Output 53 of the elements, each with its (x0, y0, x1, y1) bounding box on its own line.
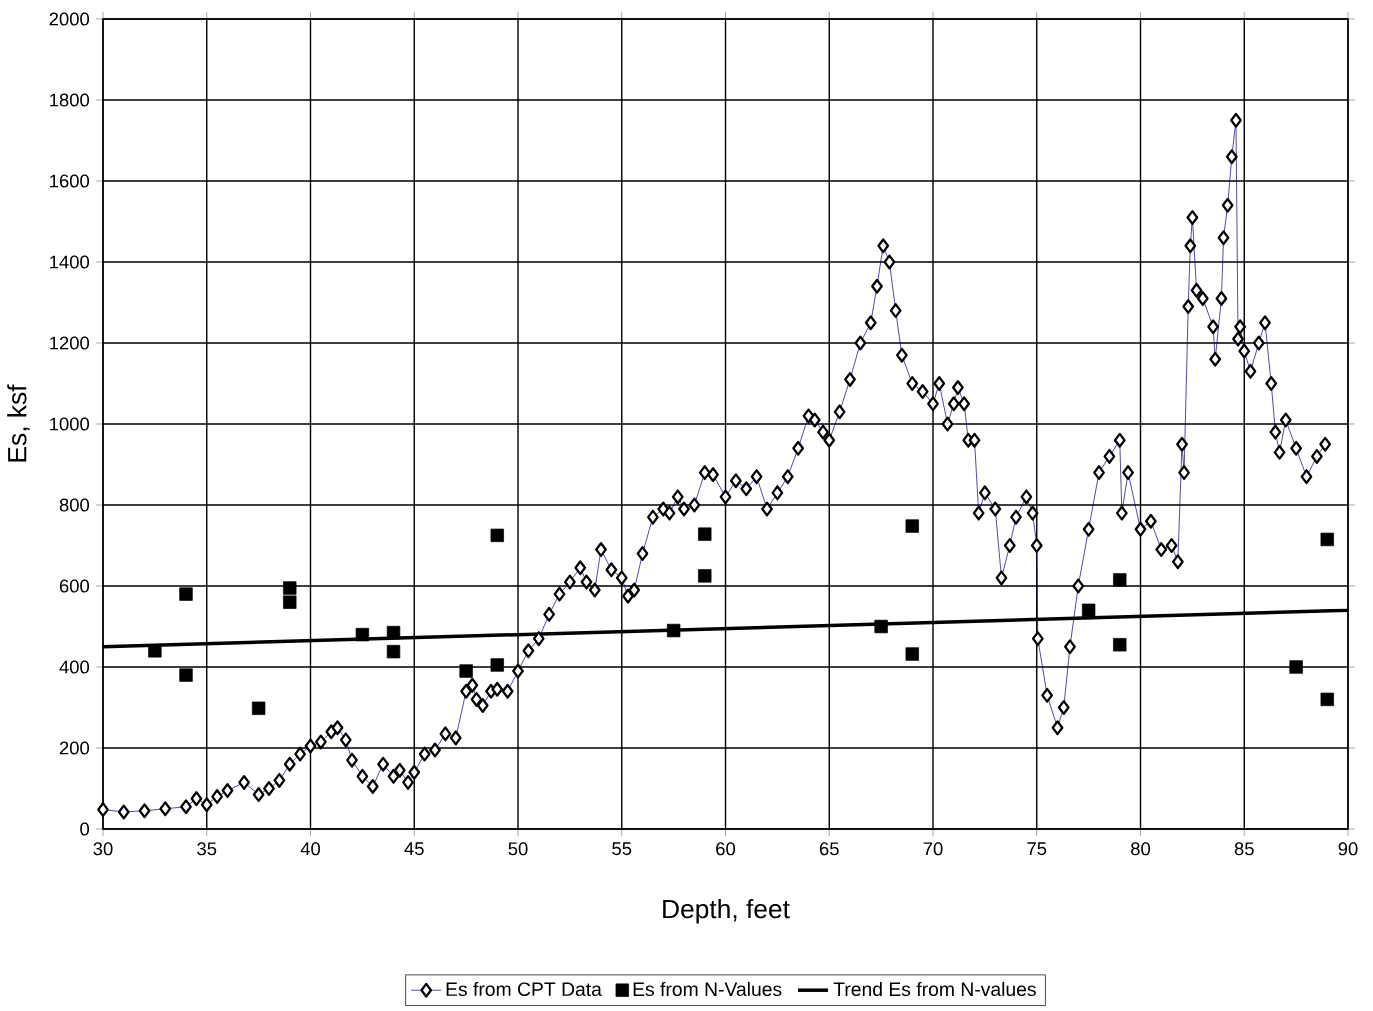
point (251, 701, 266, 715)
x-tick-label: 80 (1131, 842, 1151, 856)
point (386, 644, 401, 659)
y-tick-label: 1600 (50, 174, 90, 188)
x-tick-label: 55 (612, 842, 632, 856)
point (1113, 573, 1127, 587)
point (1320, 532, 1334, 547)
x-tick-label: 60 (716, 842, 736, 856)
point (283, 581, 297, 595)
point (1289, 660, 1303, 674)
point (698, 569, 712, 583)
legend-label: Trend Es from N-values (833, 981, 1036, 997)
y-tick-label: 600 (59, 579, 90, 593)
point (355, 627, 370, 642)
point (905, 519, 919, 533)
point (459, 664, 473, 678)
point (283, 595, 297, 609)
x-tick-label: 65 (819, 842, 839, 856)
y-tick-label: 1200 (50, 336, 90, 350)
x-tick-label: 75 (1027, 842, 1047, 856)
y-tick-label: 1800 (50, 93, 90, 107)
x-tick-label: 30 (93, 842, 113, 856)
y-axis-title: Es, ksf (7, 384, 30, 462)
point (386, 625, 401, 640)
x-tick-label: 40 (300, 842, 321, 856)
point (698, 527, 712, 541)
y-tick-label: 0 (80, 822, 90, 836)
x-axis-title: Depth, feet (663, 899, 790, 924)
point (490, 658, 504, 672)
point (490, 528, 504, 543)
y-tick-label: 800 (59, 498, 90, 512)
x-tick-label: 50 (508, 842, 528, 856)
point (905, 647, 919, 661)
x-tick-label: 45 (404, 842, 424, 856)
point (148, 644, 162, 658)
x-tick-label: 35 (197, 842, 217, 856)
y-tick-label: 200 (59, 741, 90, 755)
point (666, 623, 681, 638)
point (1081, 603, 1096, 617)
legend-label: Es from CPT Data (446, 981, 602, 997)
x-tick-label: 90 (1338, 842, 1358, 856)
y-tick-label: 1000 (50, 417, 90, 431)
x-tick-label: 70 (923, 842, 943, 856)
point (874, 619, 888, 634)
y-tick-label: 2000 (49, 12, 90, 26)
point (179, 587, 193, 601)
x-tick-label: 85 (1234, 842, 1254, 856)
y-tick-label: 400 (59, 660, 90, 674)
point (1320, 692, 1334, 707)
point (1113, 638, 1127, 652)
y-tick-label: 1400 (50, 255, 90, 269)
point (179, 668, 193, 682)
legend-label: Es from N-Values (633, 981, 782, 997)
